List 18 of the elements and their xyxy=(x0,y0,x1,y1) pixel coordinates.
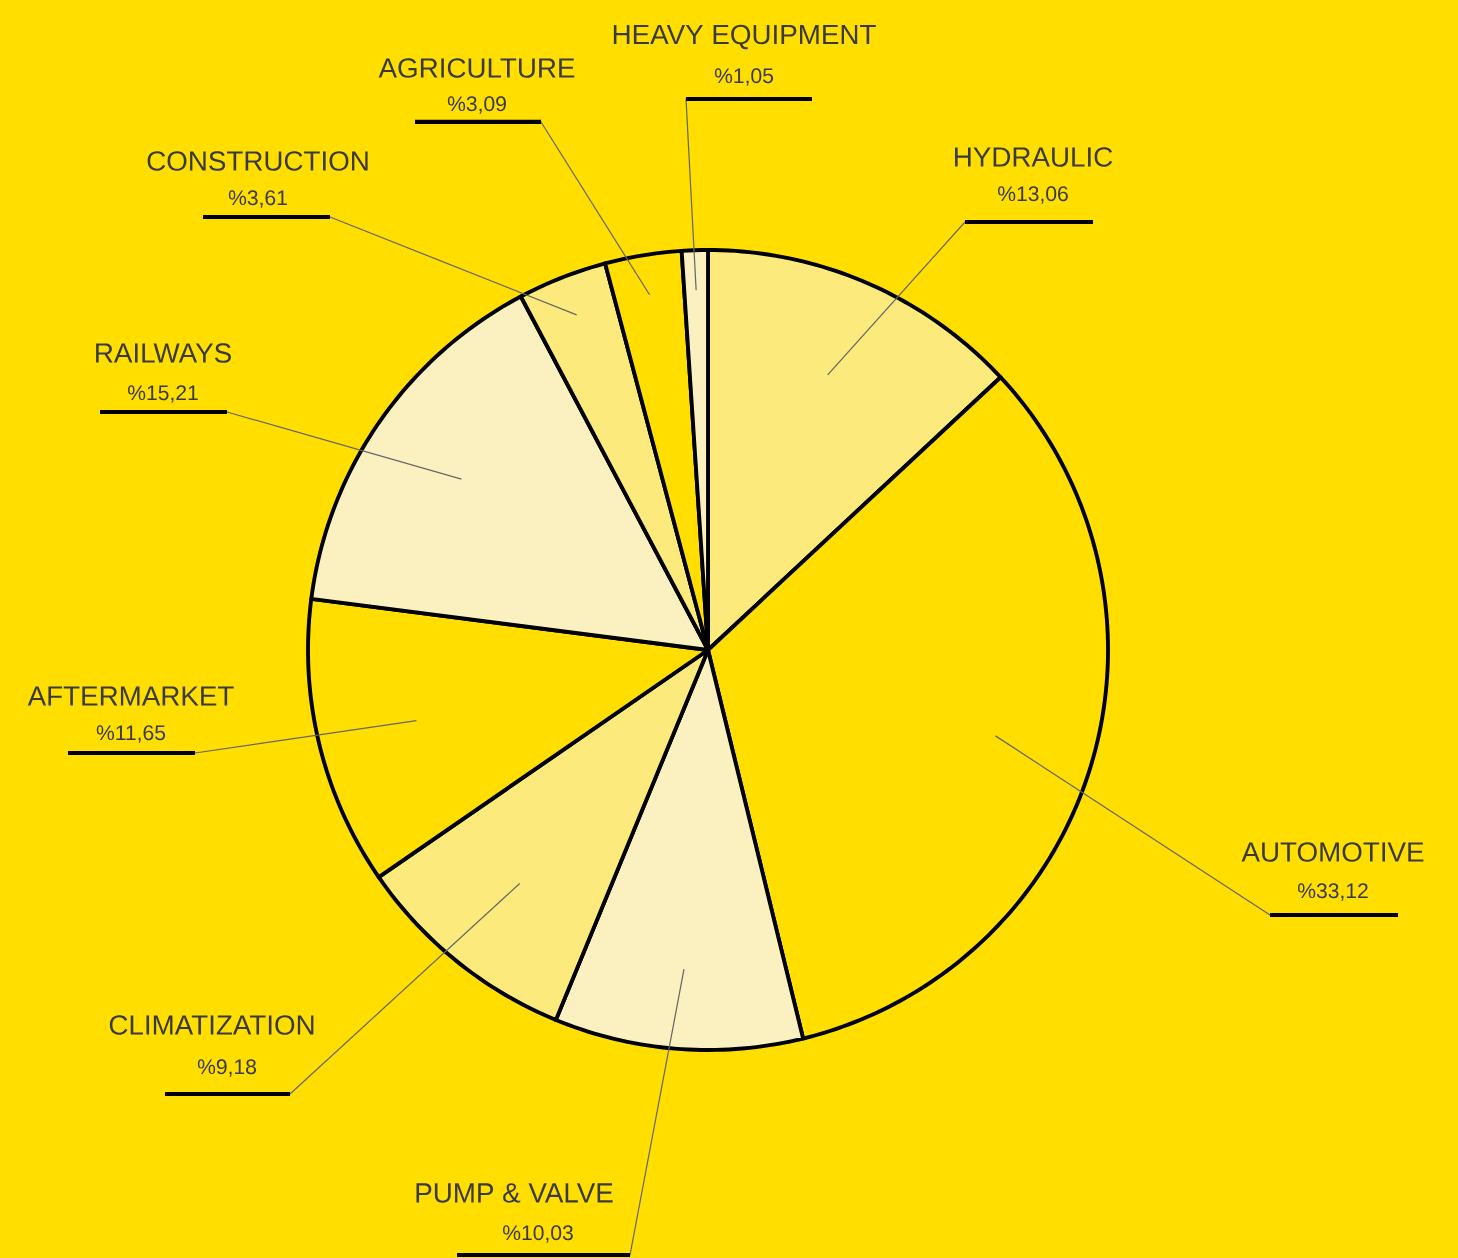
data-label: %3,09 xyxy=(447,96,506,114)
slice-label: PUMP & VALVE xyxy=(416,1183,613,1203)
slice-label: CLIMATIZATION xyxy=(109,1015,314,1035)
slice-label: RAILWAYS xyxy=(96,343,231,363)
data-label: %9,18 xyxy=(197,1059,256,1077)
slice-label: AUTOMOTIVE xyxy=(1241,842,1424,862)
data-label: %11,65 xyxy=(96,725,166,743)
data-label: %15,21 xyxy=(128,385,198,403)
slice-label: HYDRAULIC xyxy=(955,147,1113,167)
slice-label: CONSTRUCTION xyxy=(147,151,368,171)
slice-label: HEAVY EQUIPMENT xyxy=(613,24,876,50)
slice-label: AFTERMARKET xyxy=(27,686,234,706)
data-label: %33,12 xyxy=(1298,883,1368,901)
data-label: %13,06 xyxy=(998,186,1068,204)
slice-label: AGRICULTURE xyxy=(378,58,575,78)
data-label: %1,05 xyxy=(714,68,774,86)
data-label: %10,03 xyxy=(503,1225,573,1243)
data-label: %3,61 xyxy=(228,190,287,208)
